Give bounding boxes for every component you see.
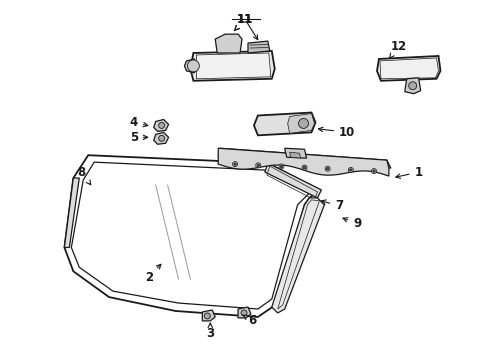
Polygon shape — [218, 148, 389, 176]
Circle shape — [350, 169, 352, 171]
Circle shape — [188, 60, 199, 72]
Polygon shape — [238, 307, 251, 318]
Text: 8: 8 — [77, 166, 91, 185]
Circle shape — [257, 164, 259, 166]
Polygon shape — [285, 148, 307, 158]
Polygon shape — [254, 113, 316, 135]
Polygon shape — [218, 148, 391, 168]
Circle shape — [233, 162, 238, 167]
Circle shape — [279, 164, 284, 169]
Circle shape — [303, 166, 306, 169]
Polygon shape — [196, 53, 271, 79]
Polygon shape — [265, 163, 321, 198]
Polygon shape — [154, 132, 169, 144]
Text: 2: 2 — [145, 264, 161, 284]
Text: 12: 12 — [390, 40, 407, 58]
Polygon shape — [154, 120, 169, 131]
Polygon shape — [288, 113, 315, 133]
Polygon shape — [202, 310, 215, 321]
Circle shape — [159, 122, 165, 129]
Text: 11: 11 — [234, 13, 253, 31]
Text: 1: 1 — [396, 166, 423, 179]
Circle shape — [204, 313, 210, 319]
Text: 5: 5 — [130, 131, 147, 144]
Polygon shape — [380, 58, 439, 79]
Circle shape — [348, 167, 353, 172]
Text: 7: 7 — [321, 199, 343, 212]
Polygon shape — [290, 152, 300, 158]
Circle shape — [256, 163, 261, 168]
Polygon shape — [191, 51, 275, 81]
Text: 4: 4 — [130, 116, 148, 129]
Circle shape — [298, 118, 309, 129]
Circle shape — [241, 310, 247, 316]
Polygon shape — [248, 41, 270, 53]
Circle shape — [373, 170, 375, 172]
Circle shape — [302, 165, 307, 170]
Polygon shape — [64, 178, 79, 247]
Polygon shape — [215, 34, 242, 53]
Text: 3: 3 — [206, 323, 214, 340]
Circle shape — [371, 168, 376, 174]
Polygon shape — [377, 56, 441, 81]
Text: 11: 11 — [234, 13, 253, 31]
Text: 6: 6 — [243, 314, 256, 327]
Polygon shape — [272, 198, 324, 313]
Text: 10: 10 — [318, 126, 355, 139]
Polygon shape — [64, 155, 319, 317]
Text: 9: 9 — [343, 217, 361, 230]
Circle shape — [325, 166, 330, 171]
Polygon shape — [72, 162, 310, 309]
Polygon shape — [184, 59, 196, 73]
Circle shape — [280, 165, 283, 168]
Circle shape — [409, 82, 416, 90]
Polygon shape — [405, 78, 420, 94]
Circle shape — [234, 163, 236, 165]
Circle shape — [159, 135, 165, 141]
Circle shape — [326, 167, 329, 170]
